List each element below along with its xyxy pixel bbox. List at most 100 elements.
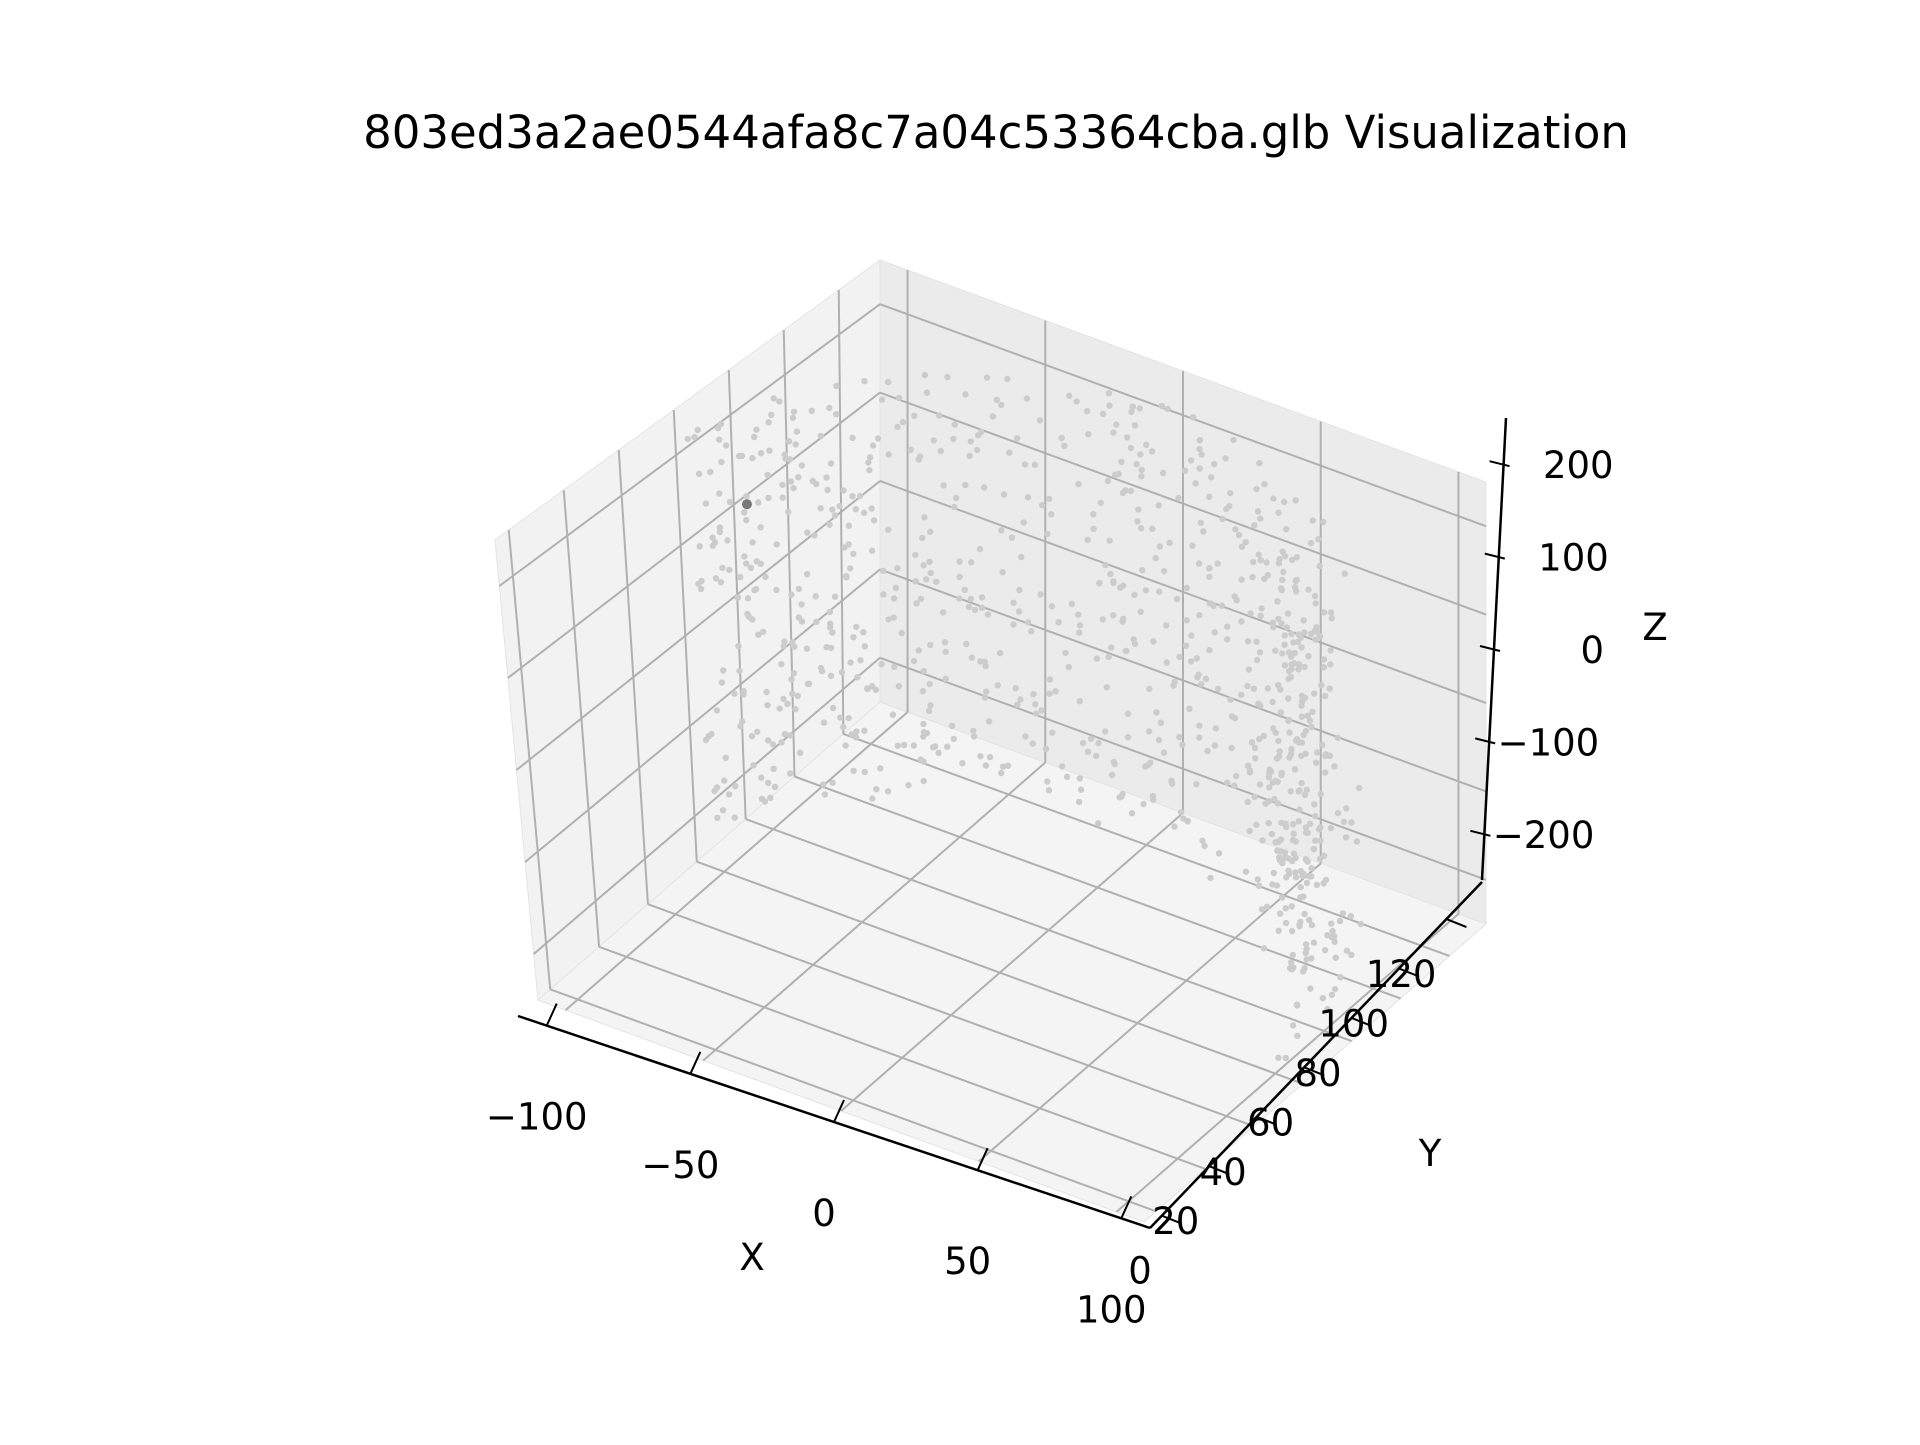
scatter-point	[1079, 739, 1087, 747]
scatter-point	[1164, 405, 1171, 413]
scatter-point	[1292, 869, 1299, 876]
scatter-point	[790, 670, 798, 677]
scatter-point	[817, 432, 825, 440]
scatter-point	[1107, 570, 1114, 578]
scatter-point	[1272, 839, 1279, 846]
scatter-point	[732, 782, 739, 790]
scatter-point	[1024, 494, 1032, 501]
scatter-point	[1293, 736, 1301, 743]
scatter-point	[827, 620, 834, 627]
scatter-point	[1332, 954, 1340, 961]
scatter-point	[1187, 457, 1195, 464]
scatter-point	[912, 551, 919, 559]
scatter-point	[1048, 511, 1055, 518]
gridline-z-left	[533, 657, 881, 955]
scatter-point	[1311, 801, 1318, 808]
scatter-point	[1061, 442, 1068, 449]
scatter-point	[1281, 632, 1289, 639]
scatter-point	[714, 814, 721, 821]
scatter-point	[1285, 717, 1292, 725]
scatter-point	[1276, 748, 1283, 755]
scatter-point	[769, 741, 777, 748]
scatter-point	[1278, 620, 1285, 627]
scatter-point	[1248, 739, 1256, 746]
scatter-point	[1278, 769, 1286, 777]
scatter-point	[1275, 927, 1282, 934]
scatter-point	[1147, 759, 1154, 766]
scatter-point	[1298, 739, 1306, 746]
scatter-point	[885, 616, 892, 623]
scatter-point	[1136, 405, 1143, 412]
scatter-point	[1077, 786, 1085, 793]
scatter-point	[831, 512, 839, 519]
scatter-point	[920, 758, 927, 765]
z-tick-label: 100	[1538, 537, 1609, 580]
scatter-point	[1316, 562, 1323, 570]
scatter-point	[691, 433, 698, 441]
scatter-point	[1153, 709, 1160, 716]
scatter-point	[1320, 609, 1328, 616]
scatter-point	[1135, 506, 1142, 513]
scatter-point	[961, 586, 968, 594]
scatter-point	[884, 378, 892, 386]
scatter-point	[718, 458, 725, 466]
scatter-point	[935, 749, 942, 756]
scatter-point	[1206, 573, 1213, 581]
scatter-point	[1313, 624, 1320, 631]
scatter-point	[1218, 602, 1226, 609]
scatter-point	[1031, 461, 1039, 468]
gridline-z-back	[879, 303, 1487, 528]
scatter-point	[1270, 869, 1278, 877]
scatter-point	[983, 374, 991, 381]
scatter-point	[854, 674, 861, 681]
scatter-point	[850, 550, 857, 557]
scatter-point	[894, 564, 901, 572]
scatter-point	[1032, 710, 1040, 717]
scatter-point	[1269, 698, 1276, 706]
scatter-point	[1312, 837, 1319, 844]
scatter-point	[1212, 725, 1220, 732]
scatter-point	[1307, 540, 1315, 547]
scatter-point	[1039, 502, 1046, 509]
scatter-point	[1215, 850, 1223, 857]
scatter-point	[940, 609, 947, 616]
scatter-point	[1270, 495, 1277, 502]
scatter-point	[1171, 678, 1178, 686]
scatter-point	[1289, 951, 1297, 959]
scatter-point	[1301, 791, 1309, 798]
scatter-point	[927, 569, 934, 577]
scatter-point	[1149, 792, 1157, 800]
scatter-point	[1231, 782, 1238, 789]
scatter-point	[762, 573, 769, 581]
scatter-point	[1226, 503, 1233, 510]
scatter-point	[1310, 939, 1318, 946]
scatter-point	[764, 702, 771, 709]
z-tick-label: 200	[1543, 444, 1614, 487]
gridline-y-floor	[745, 818, 1352, 1043]
scatter-point	[1288, 927, 1296, 935]
scatter-point	[917, 595, 925, 602]
scatter-point	[1084, 536, 1091, 543]
scatter-point	[976, 545, 984, 553]
scatter-point	[910, 657, 918, 665]
scatter-point	[975, 432, 982, 439]
scatter-point	[1319, 995, 1327, 1002]
scatter-point	[1196, 611, 1203, 619]
scatter-point	[1258, 906, 1266, 913]
scatter-point	[747, 564, 755, 571]
scatter-point	[1110, 758, 1118, 766]
scatter-point	[1285, 649, 1293, 656]
scatter-point	[1139, 567, 1146, 574]
scatter-point	[861, 643, 868, 650]
scatter-point	[1076, 775, 1084, 782]
scatter-point	[1198, 451, 1205, 458]
scatter-point	[1334, 809, 1342, 817]
scatter-point	[740, 688, 747, 695]
scatter-point	[1158, 402, 1165, 410]
scatter-point	[1127, 487, 1135, 495]
scatter-point	[1197, 519, 1205, 526]
scatter-point	[857, 657, 864, 664]
scatter-point	[1105, 390, 1113, 397]
scatter-point	[1095, 739, 1102, 747]
scatter-point	[1224, 636, 1231, 643]
